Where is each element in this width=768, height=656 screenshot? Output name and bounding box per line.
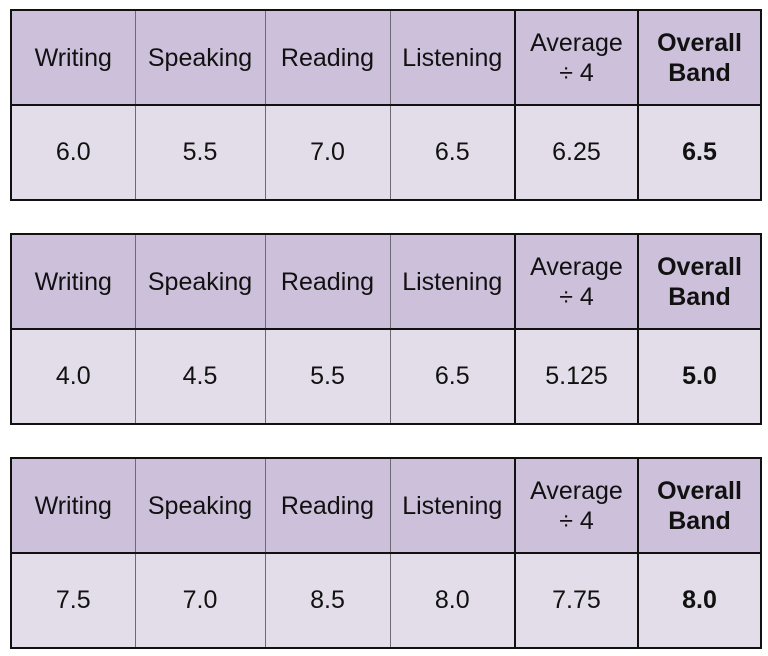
speaking-score: 4.5 <box>134 329 265 424</box>
header-overall-line2: Band <box>668 506 731 535</box>
writing-score: 7.5 <box>11 553 135 648</box>
header-writing: Writing <box>11 10 135 106</box>
header-writing: Writing <box>11 458 135 554</box>
average-score: 6.25 <box>514 105 638 200</box>
average-score: 5.125 <box>514 329 638 424</box>
header-average: Average ÷ 4 <box>514 234 638 330</box>
header-listening: Listening <box>389 458 515 554</box>
average-score: 7.75 <box>514 553 638 648</box>
score-table-2: Writing Speaking Reading Listening Avera… <box>10 233 762 425</box>
header-average: Average ÷ 4 <box>514 10 638 106</box>
value-row: 4.0 4.5 5.5 6.5 5.125 5.0 <box>11 329 761 424</box>
header-average-line1: Average <box>530 252 623 281</box>
header-speaking: Speaking <box>134 10 265 106</box>
header-speaking: Speaking <box>134 234 265 330</box>
listening-score: 6.5 <box>389 329 515 424</box>
header-overall-line1: Overall <box>657 476 742 505</box>
header-average-line2: ÷ 4 <box>559 506 594 535</box>
listening-score: 6.5 <box>389 105 515 200</box>
header-average-line1: Average <box>530 28 623 57</box>
header-row: Writing Speaking Reading Listening Avera… <box>11 458 761 554</box>
writing-score: 6.0 <box>11 105 135 200</box>
header-overall-line2: Band <box>668 282 731 311</box>
overall-band-score: 5.0 <box>637 329 761 424</box>
reading-score: 8.5 <box>264 553 390 648</box>
header-average: Average ÷ 4 <box>514 458 638 554</box>
value-row: 7.5 7.0 8.5 8.0 7.75 8.0 <box>11 553 761 648</box>
header-writing: Writing <box>11 234 135 330</box>
header-overall-line2: Band <box>668 58 731 87</box>
value-row: 6.0 5.5 7.0 6.5 6.25 6.5 <box>11 105 761 200</box>
header-overall-band: Overall Band <box>637 10 761 106</box>
header-reading: Reading <box>264 458 390 554</box>
speaking-score: 7.0 <box>134 553 265 648</box>
listening-score: 8.0 <box>389 553 515 648</box>
header-average-line2: ÷ 4 <box>559 282 594 311</box>
speaking-score: 5.5 <box>134 105 265 200</box>
header-overall-band: Overall Band <box>637 234 761 330</box>
header-overall-line1: Overall <box>657 28 742 57</box>
writing-score: 4.0 <box>11 329 135 424</box>
header-overall-band: Overall Band <box>637 458 761 554</box>
header-reading: Reading <box>264 234 390 330</box>
header-average-line2: ÷ 4 <box>559 58 594 87</box>
header-reading: Reading <box>264 10 390 106</box>
reading-score: 5.5 <box>264 329 390 424</box>
header-speaking: Speaking <box>134 458 265 554</box>
header-overall-line1: Overall <box>657 252 742 281</box>
header-listening: Listening <box>389 234 515 330</box>
score-table-1: Writing Speaking Reading Listening Avera… <box>10 9 762 201</box>
overall-band-score: 6.5 <box>637 105 761 200</box>
reading-score: 7.0 <box>264 105 390 200</box>
header-listening: Listening <box>389 10 515 106</box>
header-average-line1: Average <box>530 476 623 505</box>
score-table-3: Writing Speaking Reading Listening Avera… <box>10 457 762 649</box>
overall-band-score: 8.0 <box>637 553 761 648</box>
header-row: Writing Speaking Reading Listening Avera… <box>11 10 761 106</box>
header-row: Writing Speaking Reading Listening Avera… <box>11 234 761 330</box>
